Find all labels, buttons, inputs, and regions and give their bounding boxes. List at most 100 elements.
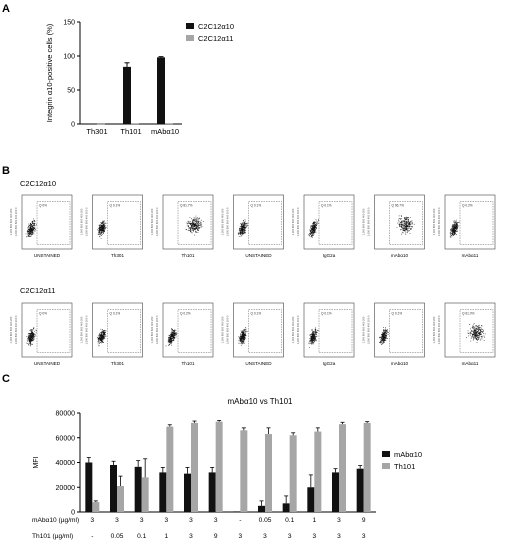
b-y-axis-name: 1,000 800 600 400 200 0 xyxy=(226,315,230,344)
b-plot-x-label: mAbα10 xyxy=(391,253,409,258)
c-bar xyxy=(233,511,241,512)
b-gate-label: Q 0.2% xyxy=(462,203,473,207)
c-bar xyxy=(332,472,339,512)
c-condition-value: - xyxy=(239,517,241,524)
b-plot-x-label: Th301 xyxy=(111,361,124,366)
c-legend-swatch xyxy=(382,451,390,457)
b-row-label: C2C12α10 xyxy=(20,179,56,188)
c-bar xyxy=(314,431,322,512)
b-plot-x-label: UNSTAINED xyxy=(245,361,272,366)
b-event-cloud xyxy=(449,219,460,238)
c-bar xyxy=(110,464,117,512)
b-event-cloud xyxy=(25,218,37,238)
a-y-tick-label: 100 xyxy=(63,54,75,61)
c-y-tick-label: 40000 xyxy=(56,460,76,467)
b-event-cloud xyxy=(466,323,486,343)
c-bar xyxy=(141,477,149,512)
b-y-axis-ticks: 1,000 800 600 400 200 xyxy=(9,316,13,343)
b-gate xyxy=(248,201,282,245)
b-event-cloud xyxy=(165,328,178,347)
c-y-tick-label: 60000 xyxy=(56,435,76,442)
a-legend-label: C2C12α11 xyxy=(198,34,233,43)
c-bar xyxy=(117,486,124,512)
b-gate xyxy=(318,201,353,245)
b-gate-label: Q 0.1% xyxy=(251,311,262,315)
a-legend-swatch xyxy=(186,23,194,29)
b-y-axis-ticks: 1,000 800 600 400 200 xyxy=(362,316,366,343)
b-y-axis-name: 1,000 800 600 400 200 0 xyxy=(296,315,300,344)
panel-c-bar-chart: mAbα10 vs Th101 0 20000 40000 60000 80000 MFI m… xyxy=(32,397,422,540)
b-event-cloud xyxy=(308,327,320,348)
b-plot-x-label: UNSTAINED xyxy=(245,253,272,258)
b-gate xyxy=(107,309,141,353)
c-y-axis-label: MFI xyxy=(33,456,40,468)
c-condition-value: 3 xyxy=(337,533,341,540)
b-plot-frame xyxy=(444,302,496,358)
b-plot-x-label: Th301 xyxy=(111,253,124,258)
b-plot-frame xyxy=(162,302,214,358)
b-y-axis-name: 1,000 800 600 400 200 0 xyxy=(85,315,89,344)
c-condition-value: 3 xyxy=(288,533,292,540)
c-bar xyxy=(289,435,297,512)
c-condition-value: 0.1 xyxy=(285,517,294,524)
b-plot-frame xyxy=(21,302,73,358)
b-y-axis-ticks: 1,000 800 600 400 200 xyxy=(150,208,154,235)
b-gate-label: Q 0.1% xyxy=(110,311,121,315)
c-condition-value: 3 xyxy=(90,517,94,524)
b-event-cloud xyxy=(25,327,37,347)
c-condition-value: - xyxy=(91,533,93,540)
c-condition-value: 9 xyxy=(214,533,218,540)
b-gate xyxy=(459,201,494,245)
b-gate-label: Q 0% xyxy=(39,203,47,207)
c-bar xyxy=(85,462,93,512)
c-bar xyxy=(208,472,216,512)
c-bar xyxy=(265,434,272,512)
c-condition-value: 3 xyxy=(362,533,366,540)
a-legend-swatch xyxy=(186,35,194,41)
a-bar xyxy=(165,123,173,125)
b-event-cloud xyxy=(308,219,319,238)
b-gate xyxy=(389,309,423,353)
b-plot-x-label: mAbα11 xyxy=(462,361,479,366)
b-plot-x-label: IgG2a xyxy=(323,253,336,258)
b-y-axis-name: 1,000 800 600 400 200 0 xyxy=(437,315,441,344)
b-plot-frame xyxy=(233,302,284,358)
b-event-cloud xyxy=(238,327,248,346)
b-y-axis-ticks: 1,000 800 600 400 200 xyxy=(9,208,13,235)
panel-c-letter: C xyxy=(2,373,10,385)
b-gate xyxy=(177,201,212,245)
b-gate-label: Q 61.0% xyxy=(462,311,475,315)
b-gate-label: Q 0% xyxy=(39,311,47,315)
b-gate xyxy=(36,309,71,353)
b-gate-label: Q 0.1% xyxy=(321,203,332,207)
b-gate xyxy=(318,309,353,353)
b-y-axis-name: 1,000 800 600 400 200 0 xyxy=(14,315,18,344)
b-gate-label: Q 0.1% xyxy=(251,203,262,207)
b-y-axis-ticks: 1,000 800 600 400 200 xyxy=(221,208,225,235)
b-y-axis-name: 1,000 800 600 400 200 0 xyxy=(85,207,89,236)
c-condition-value: 3 xyxy=(214,517,218,524)
b-plot-frame xyxy=(21,194,73,250)
c-legend-swatch xyxy=(382,463,390,469)
b-event-cloud xyxy=(379,327,389,345)
a-x-tick-label: Th101 xyxy=(120,127,141,136)
a-y-axis-label: Integrin α10-positive cells (%) xyxy=(45,23,54,122)
a-legend-label: C2C12α10 xyxy=(198,22,234,31)
b-gate xyxy=(177,309,212,353)
c-condition-value: 3 xyxy=(115,517,119,524)
a-x-tick-label: Th301 xyxy=(86,127,107,136)
b-y-axis-name: 1,000 800 600 400 200 0 xyxy=(155,315,159,344)
c-legend-label: Th101 xyxy=(394,462,415,471)
b-y-axis-name: 1,000 800 600 400 200 0 xyxy=(367,207,371,236)
a-bar xyxy=(97,123,105,125)
b-plot-frame xyxy=(233,194,284,250)
c-bar xyxy=(159,472,167,512)
c-y-tick-label: 80000 xyxy=(56,411,76,418)
b-plot-frame xyxy=(303,194,355,250)
b-plot-frame xyxy=(303,302,355,358)
b-plot-frame xyxy=(92,302,143,358)
b-y-axis-ticks: 1,000 800 600 400 200 xyxy=(221,316,225,343)
c-bar xyxy=(215,421,223,512)
c-bar xyxy=(363,422,371,512)
